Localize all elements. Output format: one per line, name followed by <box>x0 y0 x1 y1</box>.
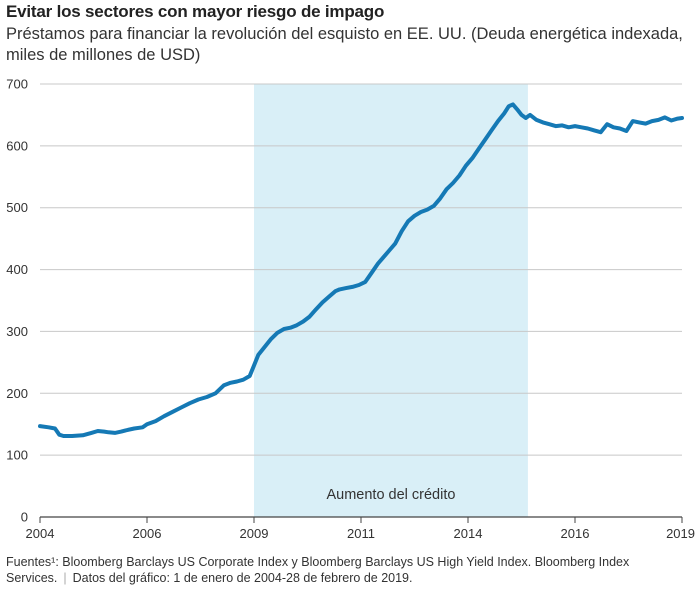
footer-sources: Fuentes¹: Bloomberg Barclays US Corporat… <box>6 555 630 585</box>
line-chart: 0 100 200 300 400 500 600 700 2004 2006 2009 2011 2… <box>6 77 695 542</box>
chart-subtitle: Préstamos para financiar la revolución d… <box>6 25 683 64</box>
series-line <box>38 102 684 438</box>
x-tick-label: 2011 <box>347 526 375 541</box>
y-tick-label: 500 <box>6 200 28 215</box>
shaded-region <box>254 84 528 517</box>
x-tick-label: 2004 <box>26 526 55 541</box>
y-tick-label: 100 <box>6 448 28 463</box>
y-tick-label: 600 <box>6 138 28 153</box>
y-tick-label: 300 <box>6 324 28 339</box>
y-tick-label: 200 <box>6 386 28 401</box>
y-tick-label: 0 <box>21 510 28 525</box>
footer-separator: | <box>63 571 67 585</box>
y-tick-label: 400 <box>6 262 28 277</box>
x-tick-label: 2014 <box>454 526 483 541</box>
shaded-region-label: Aumento del crédito <box>326 487 455 503</box>
x-tick-label: 2006 <box>133 526 162 541</box>
chart-title: Evitar los sectores con mayor riesgo de … <box>6 2 385 21</box>
x-tick-label: 2009 <box>240 526 269 541</box>
x-tick-label: 2016 <box>561 526 590 541</box>
chart-footer: Fuentes¹: Bloomberg Barclays US Corporat… <box>6 554 696 586</box>
y-tick-label: 700 <box>6 77 28 92</box>
x-tick-label: 2019 <box>666 526 695 541</box>
footer-dates: Datos del gráfico: 1 de enero de 2004-28… <box>72 571 413 585</box>
